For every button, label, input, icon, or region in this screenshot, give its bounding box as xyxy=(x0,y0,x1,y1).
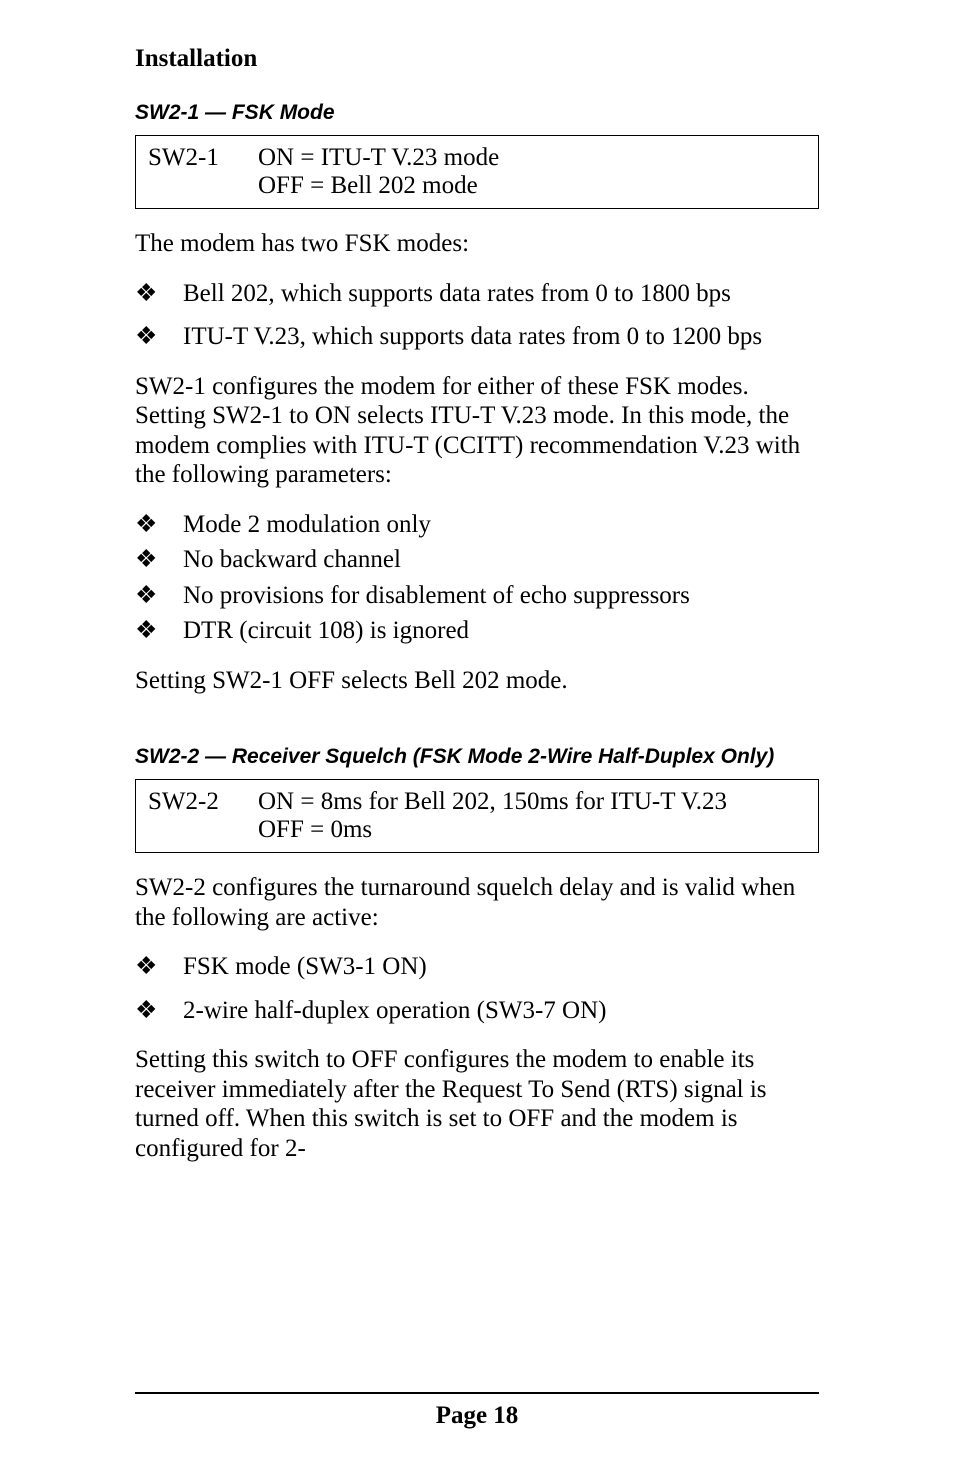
section1-box-content: ON = ITU-T V.23 mode OFF = Bell 202 mode xyxy=(258,144,806,200)
section2-box-line2: OFF = 0ms xyxy=(258,816,806,844)
list-item: ❖ No backward channel xyxy=(135,545,819,575)
diamond-bullet-icon: ❖ xyxy=(135,510,183,540)
diamond-bullet-icon: ❖ xyxy=(135,545,183,575)
list-item-text: ITU-T V.23, which supports data rates fr… xyxy=(183,322,819,352)
section1-heading-prefix: SW2-1 xyxy=(135,101,199,124)
section2-box: SW2-2 ON = 8ms for Bell 202, 150ms for I… xyxy=(135,779,819,853)
section2-box-row: SW2-2 ON = 8ms for Bell 202, 150ms for I… xyxy=(148,788,806,844)
section1-box-row: SW2-1 ON = ITU-T V.23 mode OFF = Bell 20… xyxy=(148,144,806,200)
diamond-bullet-icon: ❖ xyxy=(135,581,183,611)
section1-heading-suffix: FSK Mode xyxy=(232,101,335,124)
list-item-text: FSK mode (SW3-1 ON) xyxy=(183,952,819,982)
page-footer: Page 18 xyxy=(135,1392,819,1430)
list-item: ❖ 2-wire half-duplex operation (SW3-7 ON… xyxy=(135,996,819,1026)
section1-heading-dash: — xyxy=(199,101,232,124)
section1-list2: ❖ Mode 2 modulation only ❖ No backward c… xyxy=(135,510,819,646)
section2-heading-prefix: SW2-2 xyxy=(135,745,199,768)
section2-heading-dash: — xyxy=(199,745,232,768)
list-item-text: No backward channel xyxy=(183,545,819,575)
section1-para3: Setting SW2-1 OFF selects Bell 202 mode. xyxy=(135,666,819,696)
diamond-bullet-icon: ❖ xyxy=(135,952,183,982)
diamond-bullet-icon: ❖ xyxy=(135,996,183,1026)
diamond-bullet-icon: ❖ xyxy=(135,322,183,352)
page: Installation SW2-1 — FSK Mode SW2-1 ON =… xyxy=(0,0,954,1475)
list-item-text: 2-wire half-duplex operation (SW3-7 ON) xyxy=(183,996,819,1026)
section1-heading: SW2-1 — FSK Mode xyxy=(135,101,819,125)
section2-para1: SW2-2 configures the turnaround squelch … xyxy=(135,873,819,932)
section1-box-line1: ON = ITU-T V.23 mode xyxy=(258,144,806,172)
diamond-bullet-icon: ❖ xyxy=(135,616,183,646)
diamond-bullet-icon: ❖ xyxy=(135,279,183,309)
page-number: Page 18 xyxy=(436,1402,519,1429)
list-item: ❖ Mode 2 modulation only xyxy=(135,510,819,540)
list-item-text: Bell 202, which supports data rates from… xyxy=(183,279,819,309)
section2-box-content: ON = 8ms for Bell 202, 150ms for ITU-T V… xyxy=(258,788,806,844)
list-item-text: No provisions for disablement of echo su… xyxy=(183,581,819,611)
section2-heading: SW2-2 — Receiver Squelch (FSK Mode 2-Wir… xyxy=(135,745,819,769)
list-item: ❖ No provisions for disablement of echo … xyxy=(135,581,819,611)
section1-list1: ❖ Bell 202, which supports data rates fr… xyxy=(135,279,819,352)
list-item-text: DTR (circuit 108) is ignored xyxy=(183,616,819,646)
page-title: Installation xyxy=(135,45,819,73)
list-item: ❖ FSK mode (SW3-1 ON) xyxy=(135,952,819,982)
section2-box-line1: ON = 8ms for Bell 202, 150ms for ITU-T V… xyxy=(258,788,806,816)
list-item: ❖ Bell 202, which supports data rates fr… xyxy=(135,279,819,309)
list-item: ❖ ITU-T V.23, which supports data rates … xyxy=(135,322,819,352)
list-item-text: Mode 2 modulation only xyxy=(183,510,819,540)
section1-para2: SW2-1 configures the modem for either of… xyxy=(135,372,819,490)
section2-para2: Setting this switch to OFF configures th… xyxy=(135,1045,819,1163)
list-item: ❖ DTR (circuit 108) is ignored xyxy=(135,616,819,646)
section2-box-label: SW2-2 xyxy=(148,788,258,844)
section1-box: SW2-1 ON = ITU-T V.23 mode OFF = Bell 20… xyxy=(135,135,819,209)
section1-box-label: SW2-1 xyxy=(148,144,258,200)
section2-list1: ❖ FSK mode (SW3-1 ON) ❖ 2-wire half-dupl… xyxy=(135,952,819,1025)
section2-heading-suffix: Receiver Squelch (FSK Mode 2-Wire Half-D… xyxy=(232,745,774,768)
section1-box-line2: OFF = Bell 202 mode xyxy=(258,172,806,200)
section1-para1: The modem has two FSK modes: xyxy=(135,229,819,259)
